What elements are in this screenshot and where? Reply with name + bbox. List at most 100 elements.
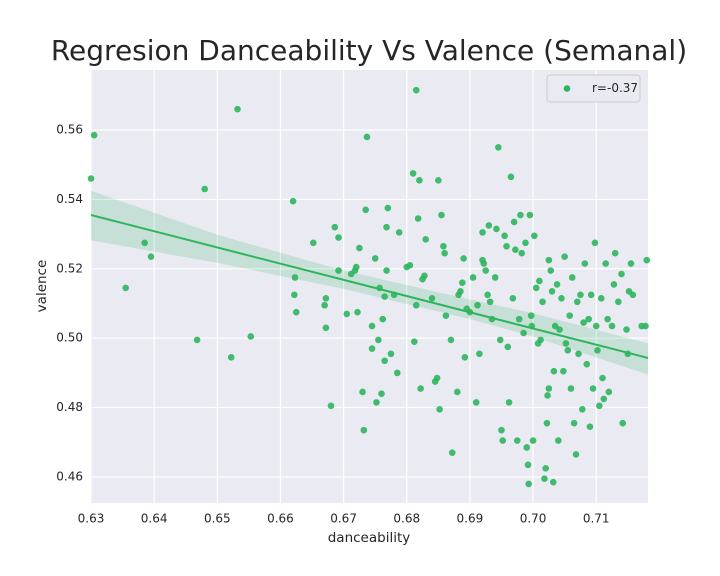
scatter-point	[520, 329, 527, 337]
x-axis-label: danceability	[328, 530, 411, 546]
scatter-point	[542, 465, 549, 472]
scatter-point	[227, 353, 235, 361]
scatter-point	[627, 260, 635, 267]
scatter-point	[352, 263, 360, 271]
scatter-point	[524, 461, 532, 469]
x-tick-label: 0.64	[141, 512, 168, 526]
scatter-point	[479, 229, 486, 236]
scatter-point	[581, 260, 589, 267]
y-tick-label: 0.54	[56, 192, 83, 206]
scatter-point	[371, 255, 379, 262]
scatter-point	[580, 319, 587, 326]
scatter-point	[522, 239, 529, 247]
scatter-point	[474, 301, 481, 309]
scatter-point	[378, 390, 385, 398]
scatter-point	[527, 312, 535, 319]
scatter-point	[602, 260, 609, 267]
scatter-point	[560, 367, 567, 375]
scatter-point	[375, 336, 382, 344]
scatter-point	[90, 131, 98, 139]
scatter-point	[368, 322, 376, 330]
scatter-point	[567, 385, 575, 392]
scatter-point	[440, 242, 447, 250]
scatter-point	[147, 253, 155, 260]
scatter-point	[435, 177, 442, 184]
scatter-point	[501, 232, 508, 240]
x-tick-label: 0.69	[457, 512, 484, 526]
scatter-point	[562, 340, 570, 347]
scatter-point	[395, 229, 403, 236]
scatter-point	[460, 255, 467, 262]
scatter-point	[381, 293, 388, 300]
scatter-point	[599, 374, 606, 382]
scatter-point	[537, 336, 544, 344]
scatter-point	[605, 388, 613, 396]
x-tick-label: 0.68	[393, 512, 420, 526]
scatter-point	[503, 242, 510, 250]
scatter-point	[525, 480, 532, 488]
scatter-point	[459, 279, 466, 286]
scatter-point	[544, 392, 551, 399]
scatter-point	[556, 326, 563, 333]
scatter-point	[586, 423, 594, 430]
scatter-point	[611, 249, 619, 257]
scatter-point	[469, 274, 477, 281]
y-tick-label: 0.56	[56, 123, 83, 137]
scatter-point	[447, 336, 455, 344]
scatter-point	[363, 133, 371, 141]
scatter-point	[594, 347, 601, 354]
scatter-point	[509, 294, 517, 302]
scatter-point	[383, 267, 390, 274]
scatter-point	[417, 385, 424, 392]
scatter-point	[591, 239, 599, 247]
scatter-point	[480, 260, 488, 267]
scatter-point	[331, 223, 339, 231]
x-tick-label: 0.67	[330, 512, 357, 526]
x-tick-label: 0.63	[78, 512, 105, 526]
scatter-point	[322, 294, 330, 302]
scatter-point	[604, 315, 611, 323]
scatter-point	[553, 281, 561, 288]
scatter-point	[335, 267, 342, 274]
chart-title: Regresion Danceability Vs Valence (Seman…	[51, 34, 687, 67]
scatter-point	[368, 345, 376, 352]
scatter-point	[321, 301, 328, 309]
scatter-point	[510, 218, 518, 226]
confidence-band	[91, 190, 648, 375]
scatter-point	[384, 204, 392, 212]
scatter-point	[536, 277, 543, 285]
scatter-point	[448, 449, 456, 456]
scatter-point	[589, 385, 597, 392]
scatter-point	[551, 322, 559, 330]
scatter-point	[327, 402, 335, 410]
scatter-point	[359, 388, 366, 396]
scatter-point	[515, 315, 523, 323]
scatter-point	[486, 298, 494, 306]
scatter-point	[513, 437, 521, 444]
scatter-point	[561, 253, 568, 260]
y-tick-label: 0.46	[56, 469, 83, 483]
scatter-point	[476, 350, 483, 358]
scatter-point	[564, 347, 572, 354]
scatter-point	[87, 175, 95, 182]
scatter-point	[309, 239, 317, 247]
scatter-point	[619, 419, 627, 427]
scatter-point	[485, 222, 493, 229]
scatter-point	[247, 333, 255, 340]
scatter-point	[597, 294, 605, 302]
scatter-point	[618, 270, 625, 278]
scatter-point	[453, 388, 461, 396]
scatter-point	[412, 86, 420, 94]
scatter-point	[629, 291, 637, 299]
y-tick-label: 0.50	[56, 331, 83, 345]
scatter-point	[496, 336, 504, 344]
y-tick-label: 0.48	[56, 400, 83, 414]
scatter-point	[442, 312, 450, 319]
scatter-point	[291, 291, 298, 299]
x-tick-label: 0.66	[267, 512, 294, 526]
scatter-point	[566, 312, 573, 319]
x-tick-label: 0.65	[204, 512, 231, 526]
legend-label: r=-0.37	[592, 81, 638, 95]
scatter-point	[526, 211, 534, 219]
